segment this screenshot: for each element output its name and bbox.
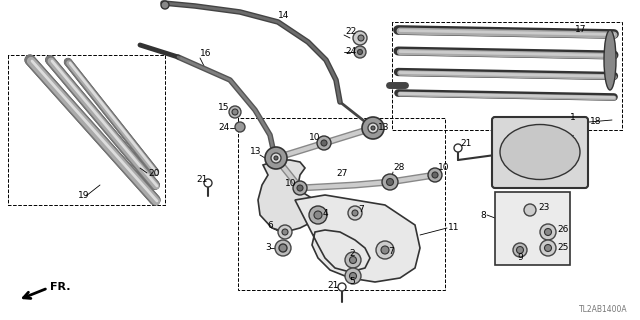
Circle shape [271,153,281,163]
Circle shape [293,181,307,195]
Text: 27: 27 [336,169,348,178]
Text: 28: 28 [393,164,404,172]
Circle shape [516,246,524,253]
Circle shape [309,206,327,224]
Circle shape [368,123,378,133]
Ellipse shape [500,124,580,180]
Text: 9: 9 [517,252,523,261]
Circle shape [349,257,356,263]
Circle shape [321,140,327,146]
Text: 14: 14 [278,12,289,20]
Circle shape [354,46,366,58]
Circle shape [274,156,278,160]
Circle shape [317,136,331,150]
Circle shape [381,246,389,254]
Text: 10: 10 [285,179,296,188]
Text: 8: 8 [480,211,486,220]
Circle shape [297,185,303,191]
Text: TL2AB1400A: TL2AB1400A [579,305,628,314]
Text: 17: 17 [575,26,586,35]
Circle shape [432,172,438,178]
Text: 15: 15 [218,103,230,113]
Text: 13: 13 [378,123,390,132]
Text: 6: 6 [267,221,273,230]
Text: 3: 3 [265,244,271,252]
Ellipse shape [604,30,616,90]
Text: 13: 13 [250,148,262,156]
Circle shape [345,252,361,268]
Circle shape [540,240,556,256]
Circle shape [282,229,288,235]
Circle shape [278,225,292,239]
Circle shape [387,179,394,186]
Circle shape [279,244,287,252]
Text: FR.: FR. [50,282,70,292]
Text: 21: 21 [460,140,472,148]
Text: 11: 11 [448,223,460,233]
Text: 2: 2 [349,250,355,259]
Text: 7: 7 [388,247,394,257]
Circle shape [376,241,394,259]
Circle shape [235,122,245,132]
Text: 4: 4 [323,210,328,219]
Circle shape [232,109,238,115]
Circle shape [524,204,536,216]
Circle shape [349,273,356,279]
Text: 24: 24 [345,47,356,57]
FancyBboxPatch shape [492,117,588,188]
Polygon shape [295,195,420,282]
Text: 10: 10 [309,133,321,142]
Circle shape [540,224,556,240]
Text: 23: 23 [538,203,549,212]
Circle shape [371,126,375,130]
Circle shape [161,1,169,9]
Text: 7: 7 [358,205,364,214]
Circle shape [265,147,287,169]
Circle shape [204,179,212,187]
Text: 26: 26 [557,226,568,235]
Circle shape [358,50,362,54]
Text: 22: 22 [345,28,356,36]
Text: 19: 19 [78,191,90,201]
Text: 16: 16 [200,50,211,59]
Circle shape [348,206,362,220]
Circle shape [513,243,527,257]
Circle shape [353,31,367,45]
Circle shape [229,106,241,118]
Circle shape [382,174,398,190]
Text: 20: 20 [148,169,159,178]
Circle shape [275,240,291,256]
Text: 21: 21 [196,174,207,183]
Text: 5: 5 [349,277,355,286]
Polygon shape [258,160,318,232]
Text: 24: 24 [218,124,229,132]
Circle shape [545,244,552,252]
Text: 18: 18 [590,117,602,126]
Circle shape [358,35,364,41]
Circle shape [352,210,358,216]
Circle shape [454,144,462,152]
Circle shape [338,283,346,291]
Text: 1: 1 [570,114,576,123]
Text: 10: 10 [438,164,449,172]
Circle shape [362,117,384,139]
Text: 21: 21 [327,281,339,290]
Polygon shape [495,192,570,265]
Circle shape [345,268,361,284]
Circle shape [428,168,442,182]
Circle shape [545,228,552,236]
Text: 25: 25 [557,244,568,252]
Circle shape [314,211,322,219]
